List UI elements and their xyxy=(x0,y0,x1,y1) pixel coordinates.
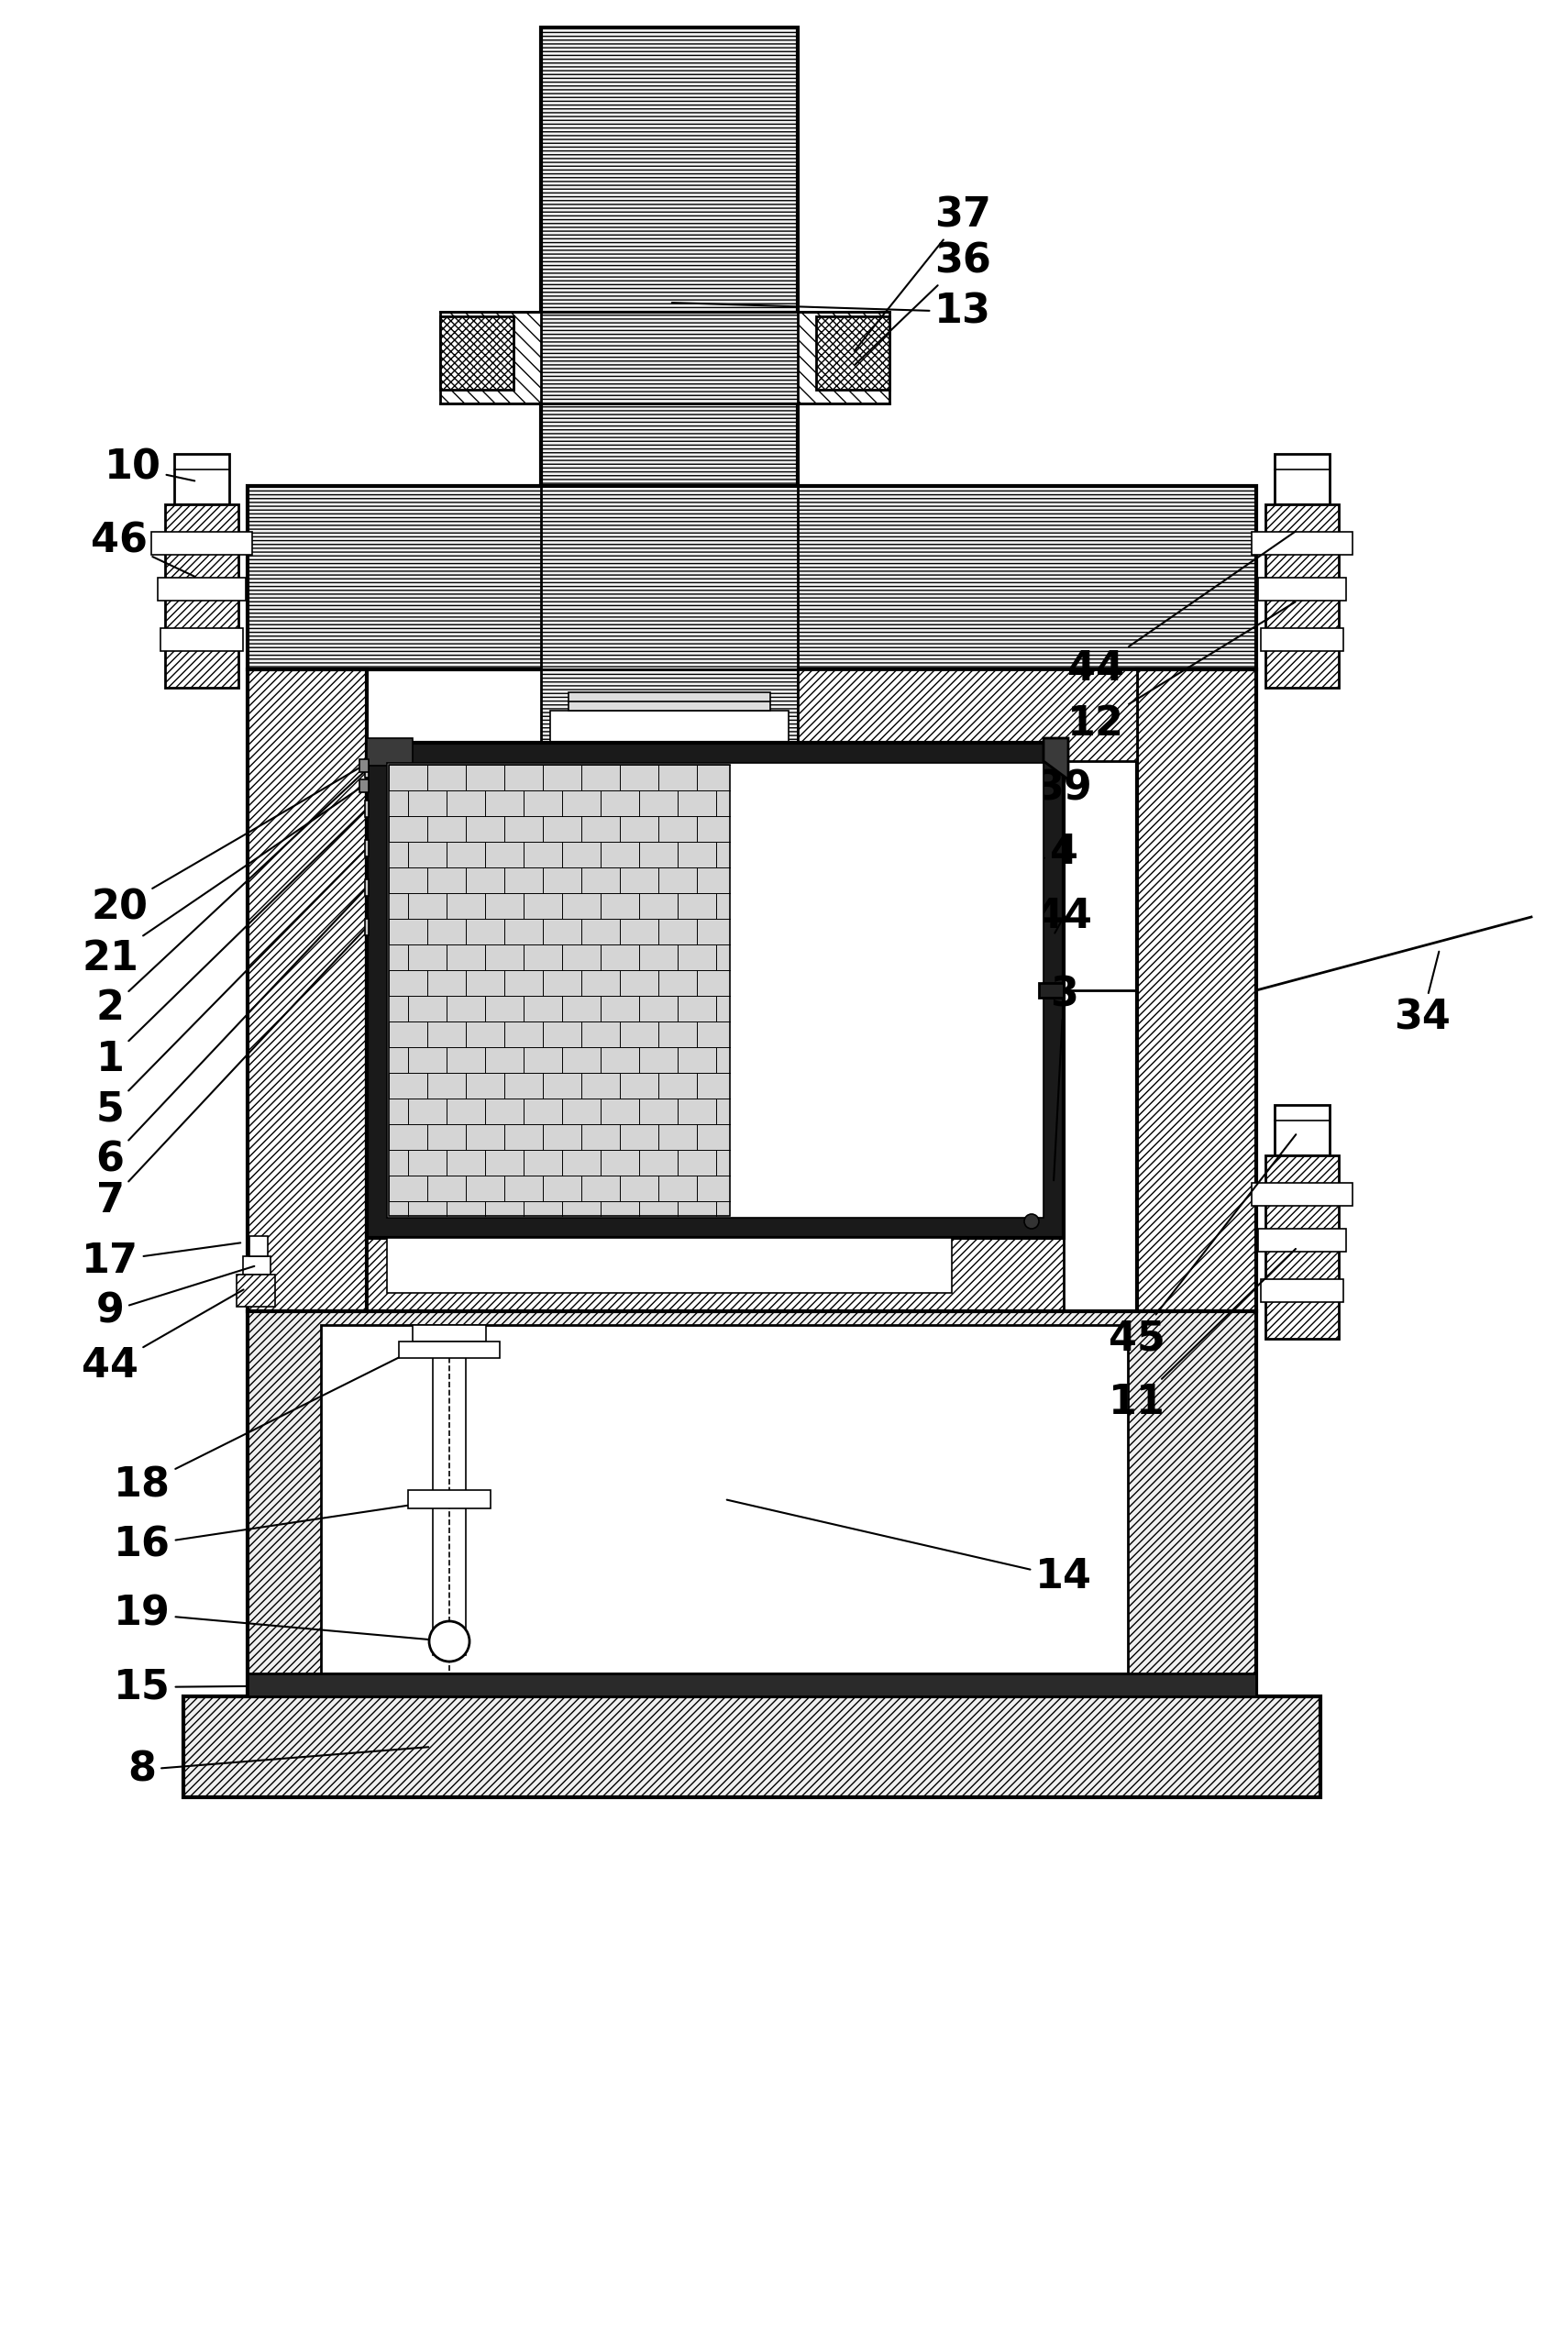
Bar xyxy=(441,317,513,389)
Bar xyxy=(798,669,1137,762)
Bar xyxy=(365,878,368,895)
Bar xyxy=(1275,1104,1330,1156)
Text: 4: 4 xyxy=(561,834,1077,990)
Bar xyxy=(183,1696,1320,1796)
Bar xyxy=(389,764,729,1216)
Bar xyxy=(367,743,1063,1237)
Bar xyxy=(249,1235,268,1256)
Text: 37: 37 xyxy=(855,196,991,352)
Bar xyxy=(160,629,243,650)
Bar xyxy=(174,454,229,503)
Bar xyxy=(1265,1156,1339,1340)
Bar xyxy=(248,487,1256,669)
Text: 13: 13 xyxy=(673,291,991,331)
Bar xyxy=(381,1307,408,1312)
Bar xyxy=(248,1312,1256,1696)
Bar xyxy=(550,711,789,743)
Bar xyxy=(387,762,1043,1219)
Text: 16: 16 xyxy=(114,1501,447,1566)
Bar xyxy=(541,669,798,743)
Text: 5: 5 xyxy=(96,850,365,1130)
Text: 15: 15 xyxy=(114,1668,428,1708)
Bar xyxy=(1040,983,1063,997)
Bar xyxy=(359,781,368,792)
Bar xyxy=(321,1326,1127,1673)
Bar xyxy=(158,578,246,601)
Text: 20: 20 xyxy=(91,767,361,927)
Text: 21: 21 xyxy=(82,788,361,979)
Text: 36: 36 xyxy=(855,242,991,366)
Text: 45: 45 xyxy=(1109,1135,1295,1358)
Bar xyxy=(365,762,368,778)
Bar xyxy=(408,1491,491,1508)
Bar xyxy=(398,1342,500,1358)
Circle shape xyxy=(430,1622,469,1661)
Bar xyxy=(1265,503,1339,687)
Bar xyxy=(387,1237,952,1293)
Bar xyxy=(412,1326,486,1342)
Bar xyxy=(243,1256,271,1275)
Polygon shape xyxy=(367,739,412,767)
Text: 6: 6 xyxy=(96,890,365,1179)
Text: 44: 44 xyxy=(1035,897,1091,937)
Text: 17: 17 xyxy=(82,1242,240,1282)
Bar xyxy=(365,802,368,818)
Polygon shape xyxy=(1043,739,1068,781)
Bar xyxy=(541,312,798,403)
Bar xyxy=(1251,1184,1353,1207)
Bar xyxy=(165,503,238,687)
Bar xyxy=(248,1673,1256,1696)
Text: 39: 39 xyxy=(1035,764,1091,809)
Text: 9: 9 xyxy=(96,1265,254,1330)
Bar xyxy=(1261,1279,1344,1302)
Bar xyxy=(1275,454,1330,503)
Bar xyxy=(569,692,770,711)
Bar xyxy=(365,918,368,934)
Text: 12: 12 xyxy=(1068,601,1295,743)
Text: 44: 44 xyxy=(82,1288,243,1386)
Circle shape xyxy=(1024,1214,1040,1228)
Bar xyxy=(367,1293,386,1312)
Text: 2: 2 xyxy=(96,771,365,1028)
Bar xyxy=(367,1237,1063,1312)
Bar xyxy=(441,312,889,403)
Text: 18: 18 xyxy=(114,1333,447,1505)
Bar xyxy=(151,531,252,555)
Bar xyxy=(815,317,889,389)
Text: 8: 8 xyxy=(129,1748,428,1789)
Text: 46: 46 xyxy=(91,522,194,576)
Bar xyxy=(541,28,798,559)
Text: 7: 7 xyxy=(96,930,365,1221)
Text: 3: 3 xyxy=(1049,976,1077,1181)
Bar xyxy=(359,760,368,771)
Bar xyxy=(1251,531,1353,555)
Text: 1: 1 xyxy=(96,811,365,1079)
Bar xyxy=(237,1275,274,1307)
Text: 10: 10 xyxy=(105,447,194,487)
Bar xyxy=(541,487,798,669)
Text: 14: 14 xyxy=(728,1501,1091,1596)
Bar xyxy=(365,839,368,857)
Text: 44: 44 xyxy=(1068,531,1295,690)
Bar xyxy=(1137,669,1256,1312)
Bar xyxy=(1261,629,1344,650)
Bar xyxy=(1258,1228,1345,1251)
Text: 19: 19 xyxy=(114,1594,447,1640)
Bar xyxy=(248,669,367,1312)
Text: 11: 11 xyxy=(1109,1249,1295,1424)
Text: 34: 34 xyxy=(1394,951,1450,1037)
Bar xyxy=(1258,578,1345,601)
